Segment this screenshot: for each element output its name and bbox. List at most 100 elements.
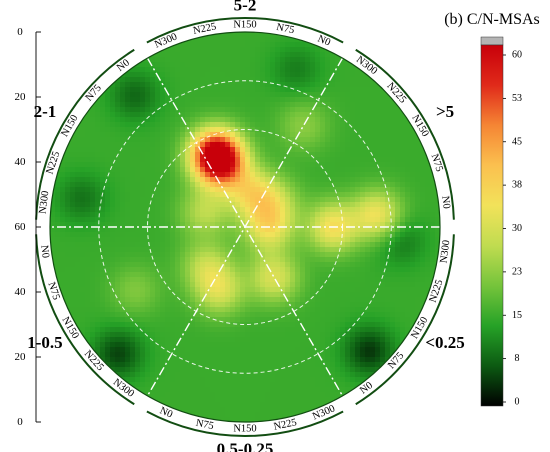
heat-cell	[105, 142, 111, 148]
heat-cell	[345, 127, 351, 133]
heat-cell	[285, 182, 291, 188]
heat-cell	[280, 197, 286, 203]
heat-cell	[330, 397, 336, 403]
heat-cell	[310, 197, 316, 203]
heat-cell	[370, 312, 376, 318]
heat-cell	[60, 217, 66, 223]
heat-cell	[230, 137, 236, 143]
heat-cell	[185, 147, 191, 153]
heat-cell	[255, 157, 261, 163]
heat-cell	[215, 102, 221, 108]
heat-cell	[285, 317, 291, 323]
heat-cell	[205, 122, 211, 128]
heat-cell	[285, 172, 291, 178]
heat-cell	[70, 262, 76, 268]
heat-cell	[400, 117, 406, 123]
heat-cell	[320, 402, 326, 408]
heat-cell	[260, 287, 266, 293]
heat-cell	[110, 292, 116, 298]
heat-cell	[345, 217, 351, 223]
heat-cell	[175, 277, 181, 283]
heat-cell	[150, 92, 156, 98]
heat-cell	[385, 302, 391, 308]
heat-cell	[285, 342, 291, 348]
heat-cell	[165, 92, 171, 98]
heat-cell	[280, 387, 286, 393]
heat-cell	[115, 357, 121, 363]
heat-cell	[55, 272, 61, 278]
heat-cell	[250, 52, 256, 58]
heat-cell	[180, 367, 186, 373]
heat-cell	[210, 162, 216, 168]
heat-cell	[315, 322, 321, 328]
heat-cell	[215, 67, 221, 73]
heat-cell	[280, 402, 286, 408]
heat-cell	[220, 167, 226, 173]
heat-cell	[325, 212, 331, 218]
heat-cell	[260, 362, 266, 368]
heat-cell	[320, 317, 326, 323]
heat-cell	[260, 172, 266, 178]
heat-cell	[310, 47, 316, 53]
heat-cell	[175, 72, 181, 78]
heat-cell	[265, 417, 271, 422]
heat-cell	[230, 107, 236, 113]
heat-cell	[265, 157, 271, 163]
heat-cell	[155, 322, 161, 328]
heat-cell	[195, 412, 201, 418]
heat-cell	[325, 387, 331, 393]
heat-cell	[270, 167, 276, 173]
heat-cell	[245, 417, 251, 422]
heat-cell	[275, 112, 281, 118]
heat-cell	[385, 172, 391, 178]
heat-cell	[355, 107, 361, 113]
heat-cell	[300, 172, 306, 178]
heat-cell	[320, 197, 326, 203]
heat-cell	[270, 77, 276, 83]
heat-cell	[190, 197, 196, 203]
heat-cell	[335, 157, 341, 163]
heat-cell	[400, 322, 406, 328]
heat-cell	[135, 322, 141, 328]
heat-cell	[285, 37, 291, 43]
heat-cell	[125, 187, 131, 193]
heat-cell	[310, 62, 316, 68]
heat-cell	[115, 267, 121, 273]
heat-cell	[370, 307, 376, 313]
heat-cell	[130, 167, 136, 173]
heat-cell	[205, 47, 211, 53]
heat-cell	[425, 277, 431, 283]
heat-cell	[220, 362, 226, 368]
heat-cell	[260, 82, 266, 88]
heat-cell	[415, 157, 421, 163]
heat-cell	[360, 352, 366, 358]
heat-cell	[215, 142, 221, 148]
heat-cell	[250, 287, 256, 293]
heat-cell	[345, 317, 351, 323]
heat-cell	[75, 137, 81, 143]
heat-cell	[325, 357, 331, 363]
heat-cell	[170, 217, 176, 223]
heat-cell	[80, 147, 86, 153]
heat-cell	[200, 262, 206, 268]
heat-cell	[185, 42, 191, 48]
heat-cell	[370, 292, 376, 298]
heat-cell	[210, 37, 216, 43]
heat-cell	[105, 332, 111, 338]
heat-cell	[360, 322, 366, 328]
heat-cell	[375, 212, 381, 218]
heat-cell	[140, 337, 146, 343]
heat-cell	[85, 292, 91, 298]
heat-cell	[330, 187, 336, 193]
heat-cell	[395, 107, 401, 113]
heat-cell	[245, 197, 251, 203]
heat-cell	[360, 252, 366, 258]
heat-cell	[385, 137, 391, 143]
heat-cell	[390, 342, 396, 348]
heat-cell	[375, 297, 381, 303]
heat-cell	[375, 197, 381, 203]
heat-cell	[355, 87, 361, 93]
heat-cell	[220, 337, 226, 343]
heat-cell	[260, 277, 266, 283]
heat-cell	[300, 77, 306, 83]
